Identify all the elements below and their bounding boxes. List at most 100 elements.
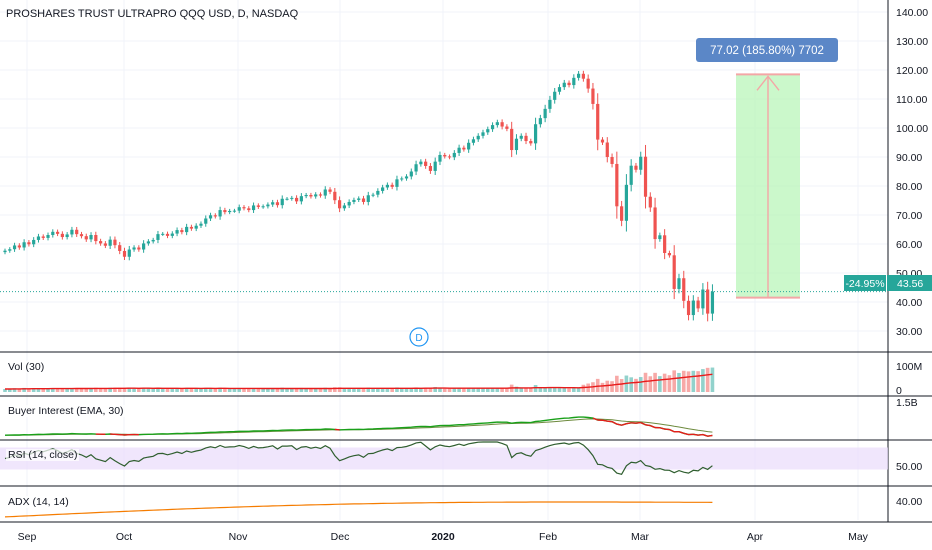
price-tick-label: 90.00 (896, 152, 922, 164)
candle-body (347, 201, 351, 206)
time-tick-label: Dec (331, 531, 350, 543)
candle-body (237, 207, 241, 211)
volume-bar (266, 388, 270, 392)
volume-bar (557, 388, 562, 392)
candle-body (17, 245, 21, 248)
volume-bar (677, 372, 681, 392)
candle-body (242, 207, 246, 209)
candle-body (3, 250, 7, 253)
volume-bar (605, 380, 610, 392)
volume-bar (361, 388, 366, 392)
volume-bar (55, 388, 60, 392)
volume-bar (352, 388, 356, 392)
volume-bar (419, 388, 423, 392)
candle-body (118, 245, 122, 251)
volume-bar (3, 389, 7, 392)
volume-bar (658, 376, 662, 392)
volume-bar (567, 388, 571, 392)
candle-body (390, 184, 394, 187)
price-tick-label: 100.00 (896, 123, 928, 135)
time-tick-label: Nov (229, 531, 248, 543)
rsi-pane-label[interactable]: RSI (14, close) (6, 449, 80, 461)
candle-body (285, 198, 289, 200)
change-badge: -24.95% (844, 275, 886, 291)
volume-bar (466, 387, 471, 392)
buyer-pane-label[interactable]: Buyer Interest (EMA, 30) (6, 405, 126, 417)
price-axis[interactable]: 140.00 130.00 120.00 110.00 100.00 90.00 80.00… (896, 7, 928, 508)
candle-body (572, 77, 576, 86)
volume-bar (462, 388, 466, 392)
candle-body (433, 161, 437, 171)
volume-bar (433, 387, 437, 392)
dividend-marker[interactable]: D (409, 327, 429, 347)
rsi-line (4, 441, 713, 475)
volume-bar (98, 388, 103, 392)
volume-bar (533, 385, 538, 392)
buyer-down-segment (693, 433, 699, 436)
volume-bar (160, 388, 165, 392)
volume-bar (41, 388, 46, 392)
candle-body (84, 236, 88, 240)
candle-body (60, 233, 64, 238)
volume-bar (438, 387, 442, 392)
volume-bar (710, 367, 715, 392)
candle-body (639, 156, 643, 170)
candle-body (529, 141, 533, 144)
candle-body (543, 108, 547, 119)
buyer-down-segment (611, 421, 618, 425)
volume-bar (442, 388, 447, 392)
candle-body (620, 206, 624, 221)
candle-body (605, 142, 609, 157)
buyer-down-segment (678, 430, 684, 434)
candle-body (151, 239, 155, 242)
volume-bar (371, 388, 375, 392)
candle-body (142, 243, 146, 250)
buyer-fast-line (4, 416, 713, 437)
volume-bar (22, 387, 26, 392)
volume-bar (696, 371, 700, 392)
buyer-down-segment (659, 427, 665, 430)
volume-bar (495, 388, 500, 392)
volume-bar (428, 387, 433, 392)
volume-bar (610, 381, 614, 392)
candle-body (132, 247, 136, 250)
buyer-down-segment (707, 434, 713, 437)
candle-body (113, 239, 117, 246)
volume-bar (117, 387, 122, 392)
chart-title: PROSHARES TRUST ULTRAPRO QQQ USD, D, NAS… (6, 8, 299, 20)
volume-bar (141, 387, 146, 392)
candle-body (299, 196, 303, 202)
candle-body (706, 289, 710, 314)
measure-callout[interactable]: 77.02 (185.80%) 7702 (696, 38, 838, 62)
volume-bar (103, 388, 108, 392)
buyer-interest-lines (4, 416, 713, 437)
volume-bar (165, 388, 170, 392)
price-tick-label: 40.00 (896, 297, 922, 309)
volume-bar (342, 388, 347, 392)
volume-bar (27, 388, 31, 392)
candle-body (567, 82, 571, 86)
buyer-down-segment (621, 422, 627, 426)
volume-bar (356, 388, 361, 392)
candle-body (256, 205, 260, 207)
volume-bar (223, 388, 227, 392)
candle-body (328, 189, 332, 192)
volume-bar (471, 388, 476, 392)
candle-body (400, 178, 404, 180)
volume-bar (156, 387, 160, 392)
buyer-down-segment (592, 417, 598, 421)
candle-body (514, 138, 519, 151)
volume-bar (481, 388, 485, 392)
candle-body (471, 139, 476, 143)
time-axis[interactable]: Sep Oct Nov Dec 2020 Feb Mar Apr May (18, 531, 869, 543)
candle-body (247, 208, 251, 211)
candle-body (314, 194, 318, 197)
candle-body (663, 235, 667, 253)
price-tick-label: 130.00 (896, 36, 928, 48)
volume-bar (423, 388, 428, 392)
adx-pane-label[interactable]: ADX (14, 14) (6, 496, 71, 508)
volume-pane-label[interactable]: Vol (30) (6, 361, 47, 373)
volume-bar (452, 388, 457, 392)
volume-bar (246, 388, 251, 392)
